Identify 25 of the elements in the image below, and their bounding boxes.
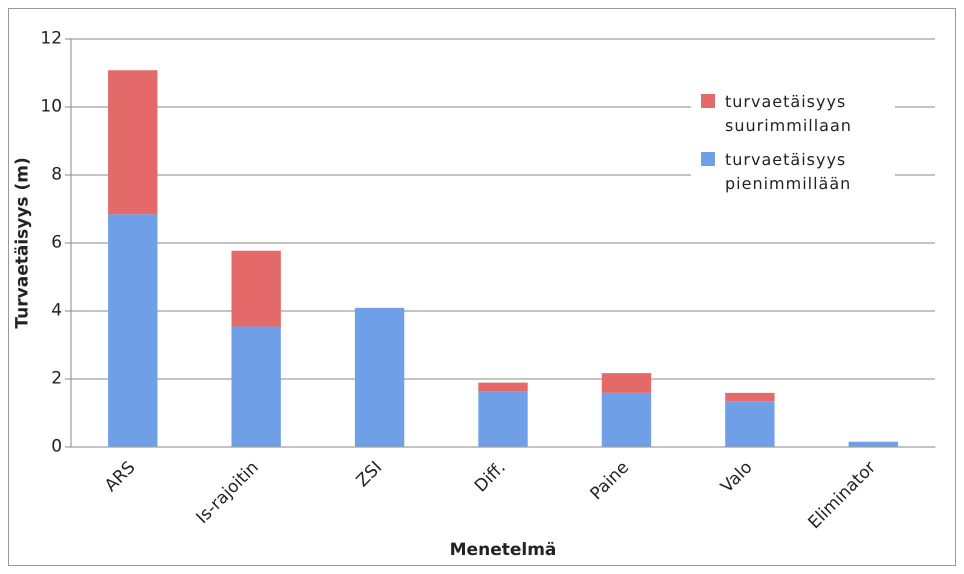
x-tick-label: Valo	[717, 458, 757, 498]
x-axis-title: Menetelmä	[450, 540, 556, 560]
y-tick-label: 6	[51, 232, 62, 252]
bar	[108, 214, 158, 446]
y-tick-label: 2	[51, 368, 62, 388]
bar	[725, 401, 775, 446]
bar	[354, 308, 404, 446]
y-tick-label: 12	[40, 28, 62, 48]
y-tick-label: 8	[51, 164, 62, 184]
bar	[478, 382, 528, 392]
y-tick-label: 10	[40, 96, 62, 116]
bar	[848, 442, 898, 446]
bar	[725, 392, 775, 402]
y-axis-title: Turvaetäisyys (m)	[12, 157, 33, 329]
bar	[478, 392, 528, 446]
y-tick-label: 0	[51, 436, 62, 456]
bar	[108, 70, 158, 214]
bar	[231, 326, 281, 446]
legend-label: turvaetäisyys suurimmillaan	[725, 91, 853, 137]
y-tick-label: 4	[51, 300, 62, 320]
legend-label: turvaetäisyys pienimmillään	[725, 149, 852, 195]
x-tick-label: ZSI	[352, 458, 386, 492]
bar	[602, 373, 652, 393]
bar	[602, 392, 652, 446]
bar	[231, 250, 281, 327]
